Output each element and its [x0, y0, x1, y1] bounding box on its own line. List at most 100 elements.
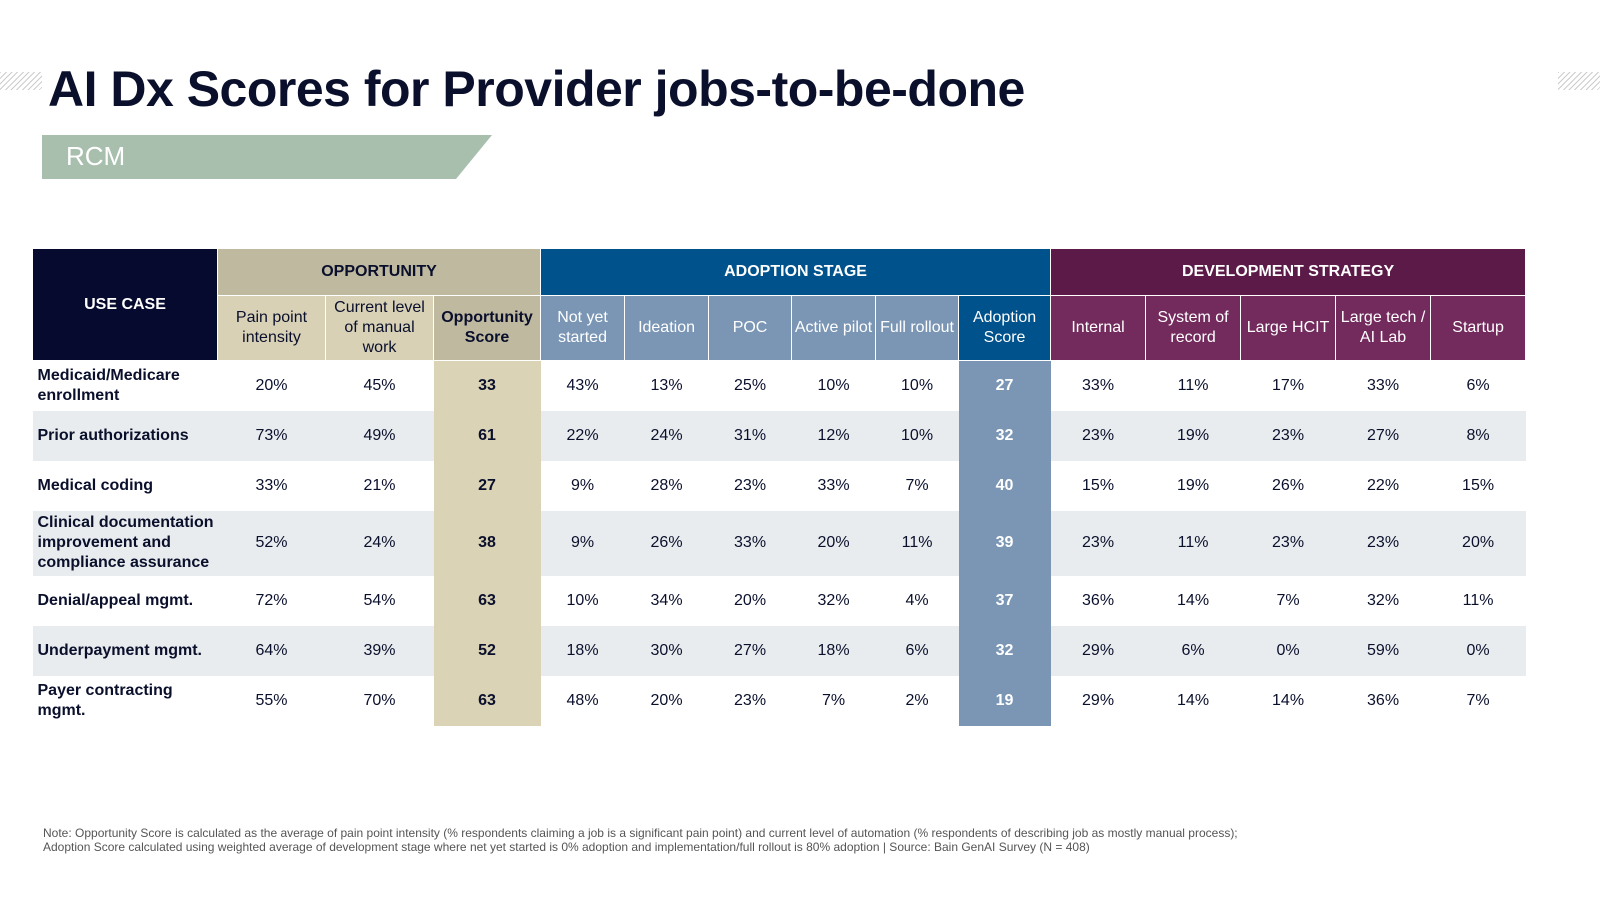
table-cell: 10%	[817, 376, 850, 394]
table-cell: 23%	[734, 691, 767, 709]
table-cell: 11%	[1177, 376, 1209, 394]
table-cell: 8%	[1430, 410, 1526, 461]
adoption-score: 32	[958, 625, 1051, 676]
table-cell: 33%	[708, 510, 792, 576]
table-row: Payer contracting mgmt. 55% 70% 63 48% 20% 23%…	[33, 675, 1526, 726]
table-cell: 20%	[650, 691, 683, 709]
table-cell: 26%	[624, 510, 709, 576]
column-header: System of record	[1145, 295, 1242, 361]
table-cell: 36%	[1367, 691, 1400, 709]
table-cell: 20%	[734, 591, 767, 609]
table-cell: 10%	[566, 591, 599, 609]
table-cell: 19%	[1145, 410, 1241, 461]
table-cell: 39%	[325, 625, 434, 676]
table-cell: 15%	[1082, 476, 1115, 494]
opportunity-score: 52	[433, 625, 541, 676]
opportunity-score: 61	[433, 410, 541, 461]
table-cell: 23%	[1240, 510, 1336, 576]
column-header: Ideation	[624, 295, 710, 361]
table-cell: 33%	[1082, 376, 1115, 394]
table-row: Denial/appeal mgmt. 72% 54% 63 10% 34% 20% 32% 4…	[33, 575, 1526, 626]
table-cell: 32%	[817, 591, 850, 609]
table-row: Clinical documentation improvement and c…	[32, 510, 1526, 576]
table-cell: 20%	[255, 376, 288, 394]
scores-table: USE CASE OPPORTUNITY ADOPTION STAGE DEVE…	[32, 248, 1527, 726]
footnote-line: Note: Opportunity Score is calculated as…	[43, 826, 1238, 840]
table-cell: 20%	[1430, 510, 1526, 576]
table-cell: 73%	[217, 410, 326, 461]
adoption-group-header: ADOPTION STAGE	[540, 248, 1052, 296]
table-cell: 6%	[1466, 376, 1490, 394]
opportunity-score: 63	[433, 575, 541, 626]
table-cell: 14%	[1177, 691, 1210, 709]
column-header: Opportunity Score	[432, 295, 542, 361]
column-header: Current level of manual work	[325, 295, 434, 361]
table-cell: 2%	[905, 691, 929, 709]
table-cell: 29%	[1050, 625, 1146, 676]
table-cell: 33%	[1367, 376, 1400, 394]
use-case-name: Denial/appeal mgmt.	[37, 591, 194, 609]
table-cell: 6%	[875, 625, 959, 676]
adoption-score: 32	[958, 410, 1051, 461]
footnote-line: Adoption Score calculated using weighted…	[43, 840, 1090, 854]
table-cell: 72%	[255, 591, 288, 609]
table-cell: 27%	[1335, 410, 1431, 461]
table-cell: 11%	[1145, 510, 1241, 576]
table-cell: 7%	[821, 691, 846, 709]
column-header: Not yet started	[540, 295, 626, 361]
table-cell: 24%	[325, 510, 434, 576]
table-cell: 0%	[1240, 625, 1336, 676]
table-cell: 18%	[540, 625, 625, 676]
opportunity-score: 33	[433, 360, 541, 411]
table-cell: 33%	[255, 476, 288, 494]
table-cell: 11%	[1462, 591, 1494, 609]
table-cell: 23%	[1335, 510, 1431, 576]
table-cell: 55%	[255, 691, 288, 709]
table-cell: 23%	[1050, 510, 1146, 576]
table-cell: 49%	[325, 410, 434, 461]
table-cell: 26%	[1272, 476, 1305, 494]
table-cell: 0%	[1430, 625, 1526, 676]
table-cell: 23%	[1050, 410, 1146, 461]
table-cell: 18%	[791, 625, 876, 676]
table-cell: 22%	[1367, 476, 1400, 494]
table-cell: 32%	[1367, 591, 1400, 609]
page-title: AI Dx Scores for Provider jobs-to-be-don…	[48, 61, 1025, 117]
table-cell: 28%	[650, 476, 683, 494]
table-cell: 64%	[217, 625, 326, 676]
adoption-score: 19	[958, 675, 1051, 726]
table-cell: 70%	[363, 691, 396, 709]
footnote: Note: Opportunity Score is calculated as…	[43, 826, 1238, 854]
column-header: POC	[708, 295, 793, 361]
table-cell: 25%	[734, 376, 767, 394]
table-cell: 34%	[650, 591, 683, 609]
table-cell: 23%	[734, 476, 767, 494]
use-case-name: Clinical documentation improvement and c…	[32, 510, 218, 576]
table-cell: 6%	[1145, 625, 1241, 676]
table-cell: 9%	[570, 476, 595, 494]
table-cell: 22%	[540, 410, 625, 461]
table-cell: 43%	[566, 376, 599, 394]
table-cell: 17%	[1272, 376, 1305, 394]
opportunity-score: 63	[433, 675, 541, 726]
section-tag: RCM	[42, 135, 492, 179]
development-group-header: DEVELOPMENT STRATEGY	[1050, 248, 1527, 296]
table-cell: 21%	[363, 476, 396, 494]
table-cell: 4%	[905, 591, 929, 609]
table-cell: 23%	[1240, 410, 1336, 461]
use-case-name: Medical coding	[37, 476, 154, 494]
table-cell: 15%	[1462, 476, 1495, 494]
table-cell: 59%	[1335, 625, 1431, 676]
table-cell: 31%	[708, 410, 792, 461]
table-cell: 45%	[363, 376, 396, 394]
table-row: Medical coding 33% 21% 27 9% 28% 23% 33% 7% 40 15%…	[33, 460, 1526, 511]
column-header: Large HCIT	[1240, 295, 1337, 361]
table-cell: 27%	[708, 625, 792, 676]
use-case-name: Underpayment mgmt.	[32, 625, 218, 676]
table-row: Prior authorizations 73% 49% 61 22% 24% 31% 12%…	[32, 410, 1526, 461]
table-cell: 19%	[1177, 476, 1210, 494]
table-cell: 20%	[791, 510, 876, 576]
column-header: Pain point intensity	[217, 295, 326, 361]
table-cell: 48%	[566, 691, 599, 709]
table-cell: 7%	[1276, 591, 1300, 609]
